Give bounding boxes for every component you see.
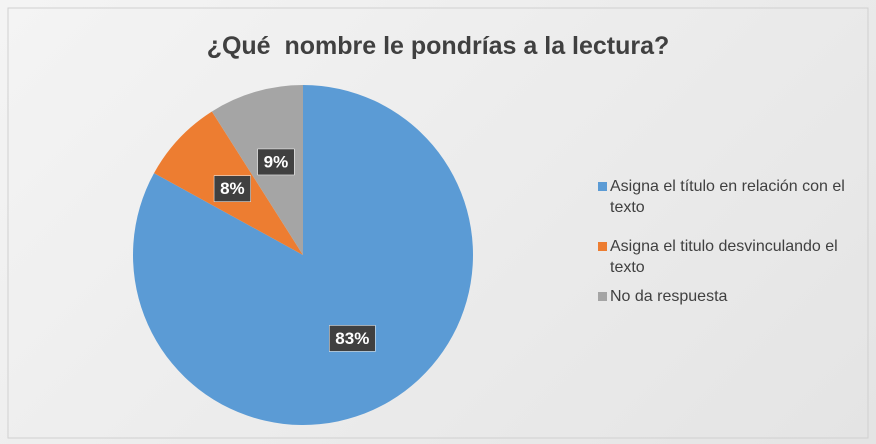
data-label-text: 9% [264,152,289,171]
chart-border [7,7,869,439]
legend-swatch [598,242,607,251]
data-label: 83% [329,325,376,352]
data-label: 8% [213,175,251,202]
data-label-text: 8% [220,179,245,198]
legend-swatch [598,292,607,301]
chart-title: ¿Qué nombre le pondrías a la lectura? [207,32,670,60]
data-label-box [257,148,295,176]
legend-swatch [598,182,607,191]
data-label-box [213,175,251,202]
data-label-text: 83% [335,329,369,348]
legend-label: Asigna el titulo desvinculando el texto [610,238,838,276]
pie-slice [133,85,474,426]
data-label: 9% [257,148,295,176]
data-label-box [329,325,376,352]
legend-label: No da respuesta [610,288,728,305]
legend-label: Asigna el título en relación con el text… [610,178,845,216]
